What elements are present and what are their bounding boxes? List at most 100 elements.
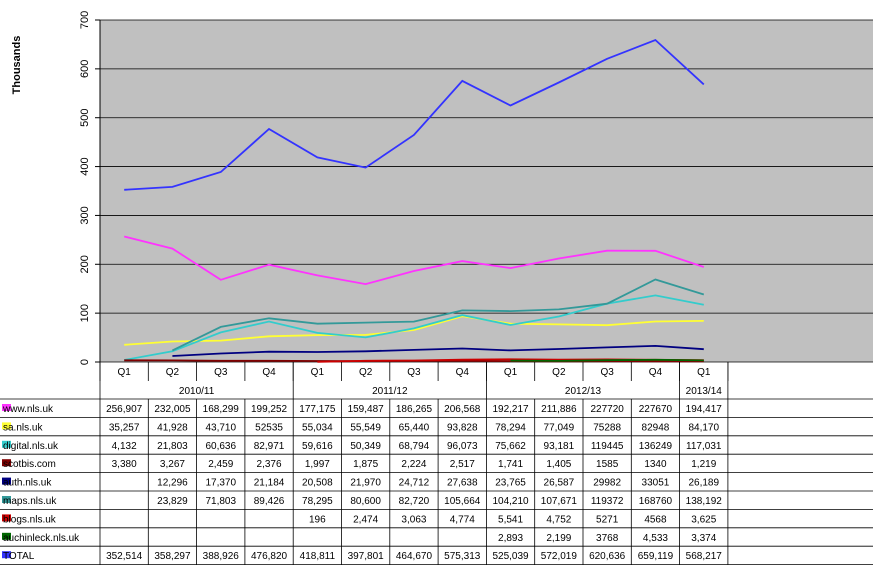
data-cell: 575,313 (444, 551, 481, 562)
quarter-label: Q2 (552, 367, 566, 378)
data-cell: 119445 (591, 441, 624, 452)
data-cell: 620,636 (589, 551, 626, 562)
data-cell: 27,638 (447, 478, 478, 489)
y-tick-label: 700 (79, 11, 91, 29)
data-cell: 2,459 (208, 459, 233, 470)
data-cell: 1,405 (546, 459, 571, 470)
year-label: 2013/14 (686, 386, 723, 397)
data-cell: 3,625 (691, 514, 716, 525)
y-tick-label: 300 (79, 206, 91, 224)
data-cell: 12,296 (157, 478, 188, 489)
data-cell: 256,907 (106, 404, 143, 415)
data-cell: 105,664 (444, 496, 481, 507)
quarter-label: Q4 (649, 367, 663, 378)
data-cell: 1,219 (691, 459, 716, 470)
data-cell: 358,297 (154, 551, 191, 562)
data-cell: 5,541 (498, 514, 523, 525)
data-cell: 23,829 (157, 496, 188, 507)
data-cell: 3768 (596, 533, 619, 544)
year-label: 2010/11 (179, 386, 215, 397)
quarter-label: Q1 (311, 367, 325, 378)
y-tick-label: 400 (79, 157, 91, 175)
data-cell: 23,765 (495, 478, 526, 489)
data-cell: 78,294 (495, 422, 526, 433)
row-label: sa.nls.uk (3, 422, 43, 433)
data-cell: 50,349 (350, 441, 381, 452)
data-table: Q1 Q2 Q3 Q4 Q1 Q2 Q3 Q4 Q1 Q2 Q3 Q4 Q1 2010/11 2011/12… (0, 362, 873, 565)
series-line-sa-nls-uk (124, 315, 704, 346)
data-cell: 227670 (639, 404, 673, 415)
data-cell: 464,670 (396, 551, 433, 562)
quarter-label: Q3 (214, 367, 228, 378)
year-label: 2012/13 (565, 386, 602, 397)
row-label: auchinleck.nls.uk (3, 533, 80, 544)
data-cell: 24,712 (399, 478, 430, 489)
data-cell: 104,210 (492, 496, 529, 507)
data-cell: 2,224 (401, 459, 426, 470)
legend-key-auchinleck-nls-uk (2, 532, 11, 540)
data-cell: 5271 (596, 514, 619, 525)
data-cell: 4,774 (450, 514, 475, 525)
series-line-auth-nls-uk (172, 344, 704, 357)
data-cell: 93,181 (544, 441, 575, 452)
legend-key-sa-nls-uk (2, 422, 11, 430)
data-cell: 4,533 (643, 533, 668, 544)
data-cell: 4,132 (112, 441, 137, 452)
data-cell: 117,031 (686, 441, 722, 452)
data-cell: 2,517 (450, 459, 475, 470)
row-label: www.nls.uk (2, 404, 54, 415)
legend-key-digital-nls-uk (2, 440, 11, 448)
data-cell: 568,217 (686, 551, 723, 562)
row-label: maps.nls.uk (3, 496, 57, 507)
data-cell: 29982 (593, 478, 621, 489)
data-cell: 71,803 (205, 496, 236, 507)
data-cell: 75,662 (495, 441, 526, 452)
data-cell: 3,267 (160, 459, 185, 470)
data-cell: 168760 (639, 496, 673, 507)
data-cell: 96,073 (447, 441, 478, 452)
data-cell: 17,370 (205, 478, 236, 489)
data-cell: 352,514 (106, 551, 143, 562)
legend-key-blogs-nls-uk (2, 514, 11, 522)
year-label: 2011/12 (372, 386, 408, 397)
data-cell: 3,063 (401, 514, 426, 525)
data-cell: 194,417 (686, 404, 723, 415)
data-cell: 4,752 (546, 514, 571, 525)
data-cell: 196 (309, 514, 326, 525)
data-cell: 93,828 (447, 422, 478, 433)
data-cell: 43,710 (205, 422, 236, 433)
data-cell: 397,801 (348, 551, 385, 562)
data-cell: 186,265 (396, 404, 433, 415)
y-axis-label: Thousands (11, 36, 23, 95)
data-cell: 211,886 (541, 404, 577, 415)
data-cell: 26,189 (688, 478, 719, 489)
data-cell: 119372 (591, 496, 624, 507)
data-cell: 418,811 (300, 551, 336, 562)
data-cell: 78,295 (302, 496, 333, 507)
data-cell: 65,440 (399, 422, 430, 433)
data-cell: 227720 (590, 404, 624, 415)
legend-key-total (2, 551, 11, 559)
y-tick-label: 200 (79, 255, 91, 273)
row-label: TOTAL (3, 551, 35, 562)
data-cell: 2,474 (353, 514, 378, 525)
data-cell: 35,257 (109, 422, 140, 433)
quarter-label: Q3 (600, 367, 614, 378)
data-cell: 75288 (593, 422, 621, 433)
row-label: auth.nls.uk (3, 478, 52, 489)
data-cell: 2,376 (257, 459, 282, 470)
row-label: scotbis.com (3, 459, 56, 470)
quarter-label: Q1 (504, 367, 518, 378)
data-cell: 232,005 (154, 404, 191, 415)
row-label: blogs.nls.uk (3, 514, 57, 525)
data-cell: 3,380 (112, 459, 137, 470)
data-cell: 168,299 (203, 404, 240, 415)
data-cell: 52535 (255, 422, 283, 433)
data-cell: 1340 (644, 459, 667, 470)
series-line-total (124, 38, 705, 191)
legend-key-www-nls-uk (2, 404, 11, 411)
data-cell: 21,803 (157, 441, 188, 452)
series-line-www-nls-uk (123, 235, 705, 286)
data-cell: 476,820 (251, 551, 288, 562)
